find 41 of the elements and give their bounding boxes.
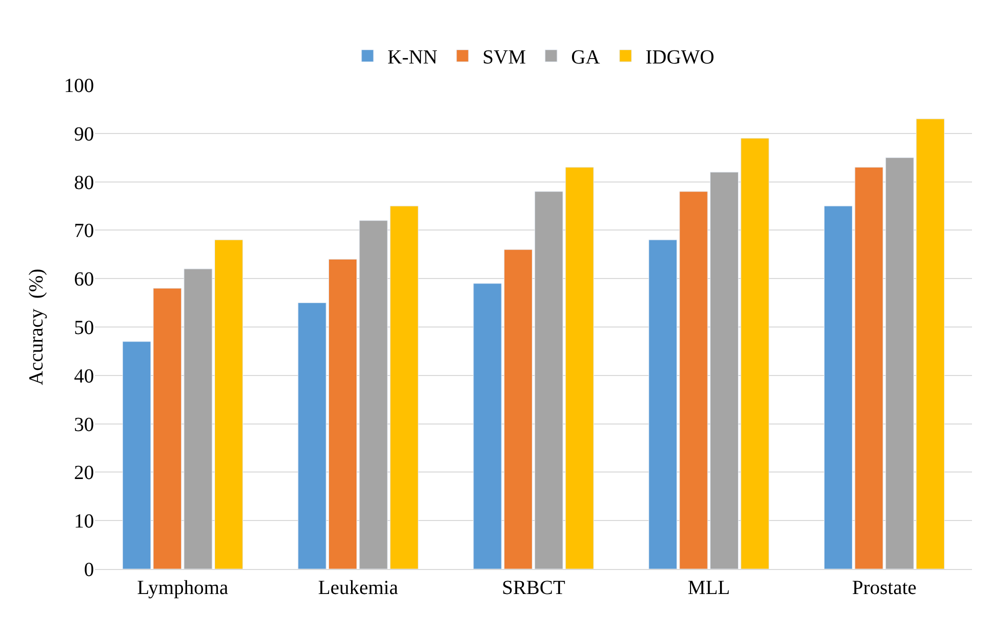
bar bbox=[122, 341, 151, 569]
bar bbox=[740, 138, 770, 569]
bar bbox=[565, 167, 594, 569]
bar bbox=[679, 191, 708, 569]
bar bbox=[153, 288, 182, 569]
bar bbox=[824, 206, 853, 569]
bar bbox=[298, 302, 326, 569]
legend-label: IDGWO bbox=[646, 46, 714, 69]
x-tick-label: Lymphoma bbox=[137, 577, 228, 599]
bar bbox=[504, 249, 532, 569]
legend-label: SVM bbox=[482, 46, 526, 69]
bar bbox=[473, 283, 502, 569]
bar bbox=[534, 191, 564, 569]
y-tick-label: 60 bbox=[74, 268, 94, 291]
legend-label: GA bbox=[571, 46, 601, 69]
bar bbox=[854, 167, 884, 569]
bar bbox=[885, 157, 914, 569]
bar bbox=[359, 220, 388, 569]
bar bbox=[184, 268, 212, 569]
y-tick-label: 10 bbox=[74, 510, 94, 533]
y-tick-label: 70 bbox=[74, 220, 94, 242]
y-axis-title: Accuracy (%) bbox=[26, 268, 48, 386]
bar bbox=[214, 240, 244, 569]
legend-label: K-NN bbox=[388, 46, 438, 69]
x-tick-label: Prostate bbox=[852, 577, 917, 599]
y-tick-label: 20 bbox=[74, 462, 94, 484]
bar bbox=[916, 118, 945, 569]
y-tick-label: 100 bbox=[64, 75, 94, 97]
x-tick-label: MLL bbox=[688, 577, 730, 599]
y-tick-label: 30 bbox=[74, 414, 94, 436]
bar bbox=[710, 172, 739, 569]
x-tick-label: Leukemia bbox=[318, 577, 398, 599]
y-tick-label: 80 bbox=[74, 172, 94, 194]
x-tick-label: SRBCT bbox=[502, 577, 566, 599]
y-tick-label: 0 bbox=[84, 559, 94, 581]
bar bbox=[390, 206, 418, 569]
y-tick-label: 40 bbox=[74, 365, 94, 388]
bar bbox=[328, 258, 358, 569]
bar bbox=[648, 240, 678, 569]
y-tick-label: 50 bbox=[74, 317, 94, 339]
y-tick-label: 90 bbox=[74, 123, 94, 146]
